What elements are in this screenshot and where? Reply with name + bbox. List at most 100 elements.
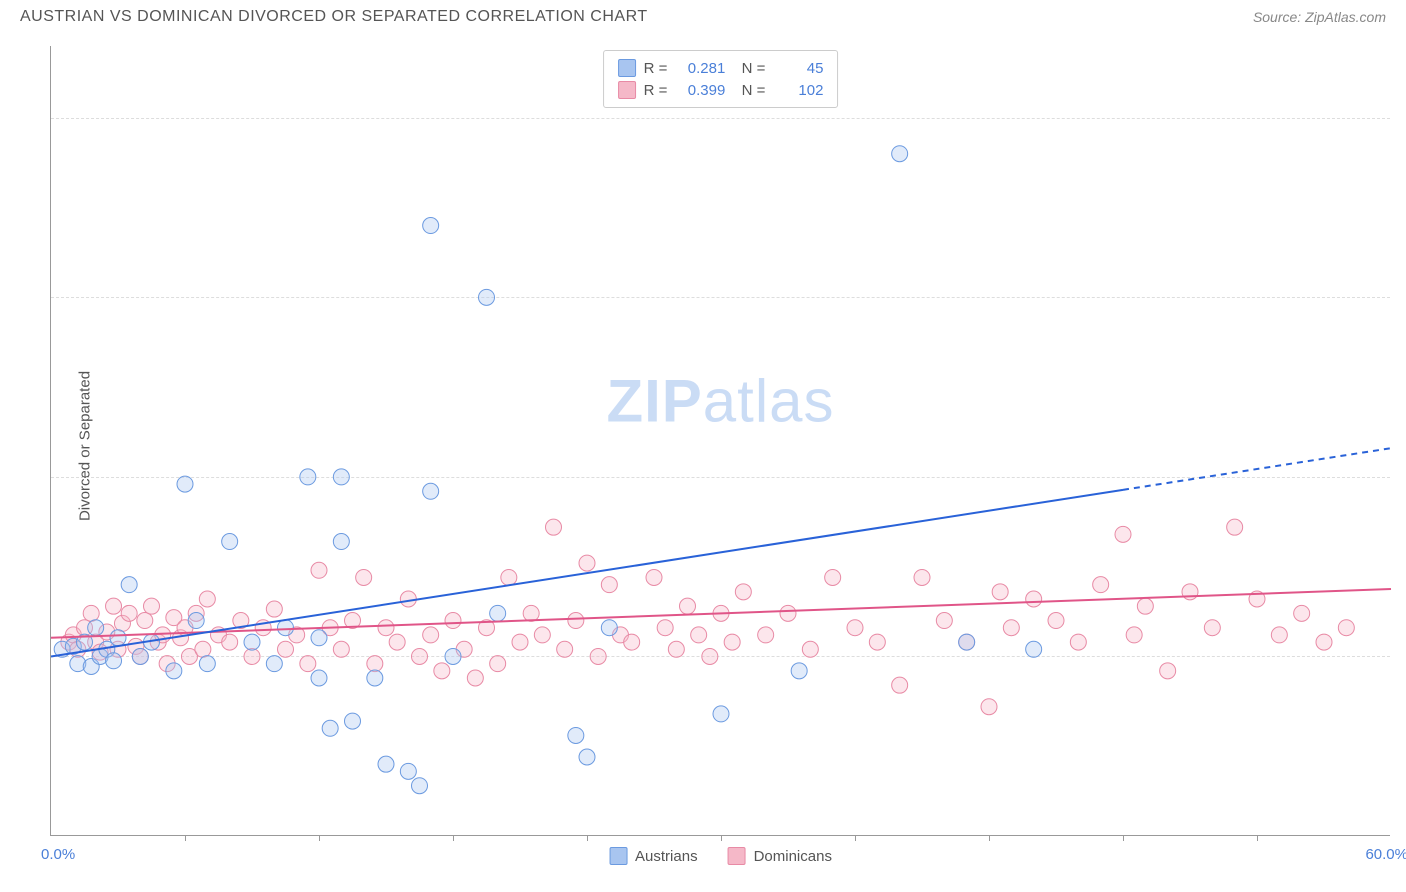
data-point: [195, 641, 211, 657]
data-point: [266, 656, 282, 672]
swatch-dominicans: [728, 847, 746, 865]
swatch-austrians: [618, 59, 636, 77]
data-point: [110, 630, 126, 646]
data-point: [724, 634, 740, 650]
data-point: [691, 627, 707, 643]
data-point: [188, 613, 204, 629]
data-point: [367, 656, 383, 672]
data-point: [121, 605, 137, 621]
data-point: [601, 577, 617, 593]
data-point: [825, 569, 841, 585]
data-point: [914, 569, 930, 585]
data-point: [1271, 627, 1287, 643]
data-point: [981, 699, 997, 715]
data-point: [106, 598, 122, 614]
data-point: [400, 763, 416, 779]
data-point: [278, 620, 294, 636]
data-point: [467, 670, 483, 686]
data-point: [137, 613, 153, 629]
data-point: [557, 641, 573, 657]
data-point: [266, 601, 282, 617]
chart-header: AUSTRIAN VS DOMINICAN DIVORCED OR SEPARA…: [0, 0, 1406, 30]
data-point: [1115, 526, 1131, 542]
data-point: [412, 778, 428, 794]
x-tick: [1257, 835, 1258, 841]
data-point: [1048, 613, 1064, 629]
data-point: [311, 630, 327, 646]
data-point: [601, 620, 617, 636]
data-point: [1137, 598, 1153, 614]
data-point: [501, 569, 517, 585]
data-point: [222, 534, 238, 550]
data-point: [568, 727, 584, 743]
data-point: [791, 663, 807, 679]
data-point: [300, 469, 316, 485]
data-point: [278, 641, 294, 657]
y-tick-label: 12.5%: [1395, 648, 1406, 665]
data-point: [144, 598, 160, 614]
data-point: [713, 706, 729, 722]
data-point: [311, 562, 327, 578]
data-point: [199, 591, 215, 607]
x-tick: [1123, 835, 1124, 841]
data-point: [1338, 620, 1354, 636]
x-tick: [453, 835, 454, 841]
data-point: [322, 720, 338, 736]
data-point: [378, 620, 394, 636]
data-point: [121, 577, 137, 593]
data-point: [300, 656, 316, 672]
chart-source: Source: ZipAtlas.com: [1253, 9, 1386, 25]
data-point: [177, 476, 193, 492]
y-tick-label: 25.0%: [1395, 468, 1406, 485]
data-point: [367, 670, 383, 686]
data-point: [434, 663, 450, 679]
data-point: [780, 605, 796, 621]
data-point: [668, 641, 684, 657]
data-point: [333, 469, 349, 485]
data-point: [680, 598, 696, 614]
data-point: [1003, 620, 1019, 636]
data-point: [579, 749, 595, 765]
swatch-dominicans: [618, 81, 636, 99]
x-tick: [587, 835, 588, 841]
swatch-austrians: [609, 847, 627, 865]
legend-item-dominicans: Dominicans: [728, 847, 832, 865]
data-point: [1204, 620, 1220, 636]
data-point: [423, 483, 439, 499]
data-point: [1316, 634, 1332, 650]
data-point: [244, 648, 260, 664]
data-point: [166, 663, 182, 679]
data-point: [244, 634, 260, 650]
x-tick: [721, 835, 722, 841]
correlation-legend: R = 0.281 N = 45 R = 0.399 N = 102: [603, 50, 839, 108]
data-point: [892, 146, 908, 162]
data-point: [892, 677, 908, 693]
data-point: [546, 519, 562, 535]
data-point: [132, 648, 148, 664]
data-point: [512, 634, 528, 650]
data-point: [1070, 634, 1086, 650]
legend-row-dominicans: R = 0.399 N = 102: [618, 79, 824, 101]
data-point: [378, 756, 394, 772]
data-point: [423, 627, 439, 643]
data-point: [702, 648, 718, 664]
data-point: [490, 605, 506, 621]
data-point: [1093, 577, 1109, 593]
data-point: [311, 670, 327, 686]
data-point: [847, 620, 863, 636]
data-point: [445, 648, 461, 664]
y-tick-label: 50.0%: [1395, 109, 1406, 126]
data-point: [83, 605, 99, 621]
data-point: [106, 653, 122, 669]
data-point: [479, 289, 495, 305]
data-point: [590, 648, 606, 664]
trend-line: [51, 589, 1391, 638]
plot-area: ZIPatlas 12.5%25.0%37.5%50.0% R = 0.281 …: [50, 46, 1390, 836]
data-point: [802, 641, 818, 657]
data-point: [646, 569, 662, 585]
x-tick: [185, 835, 186, 841]
data-point: [1126, 627, 1142, 643]
data-point: [222, 634, 238, 650]
trend-line: [51, 490, 1123, 657]
data-point: [1227, 519, 1243, 535]
